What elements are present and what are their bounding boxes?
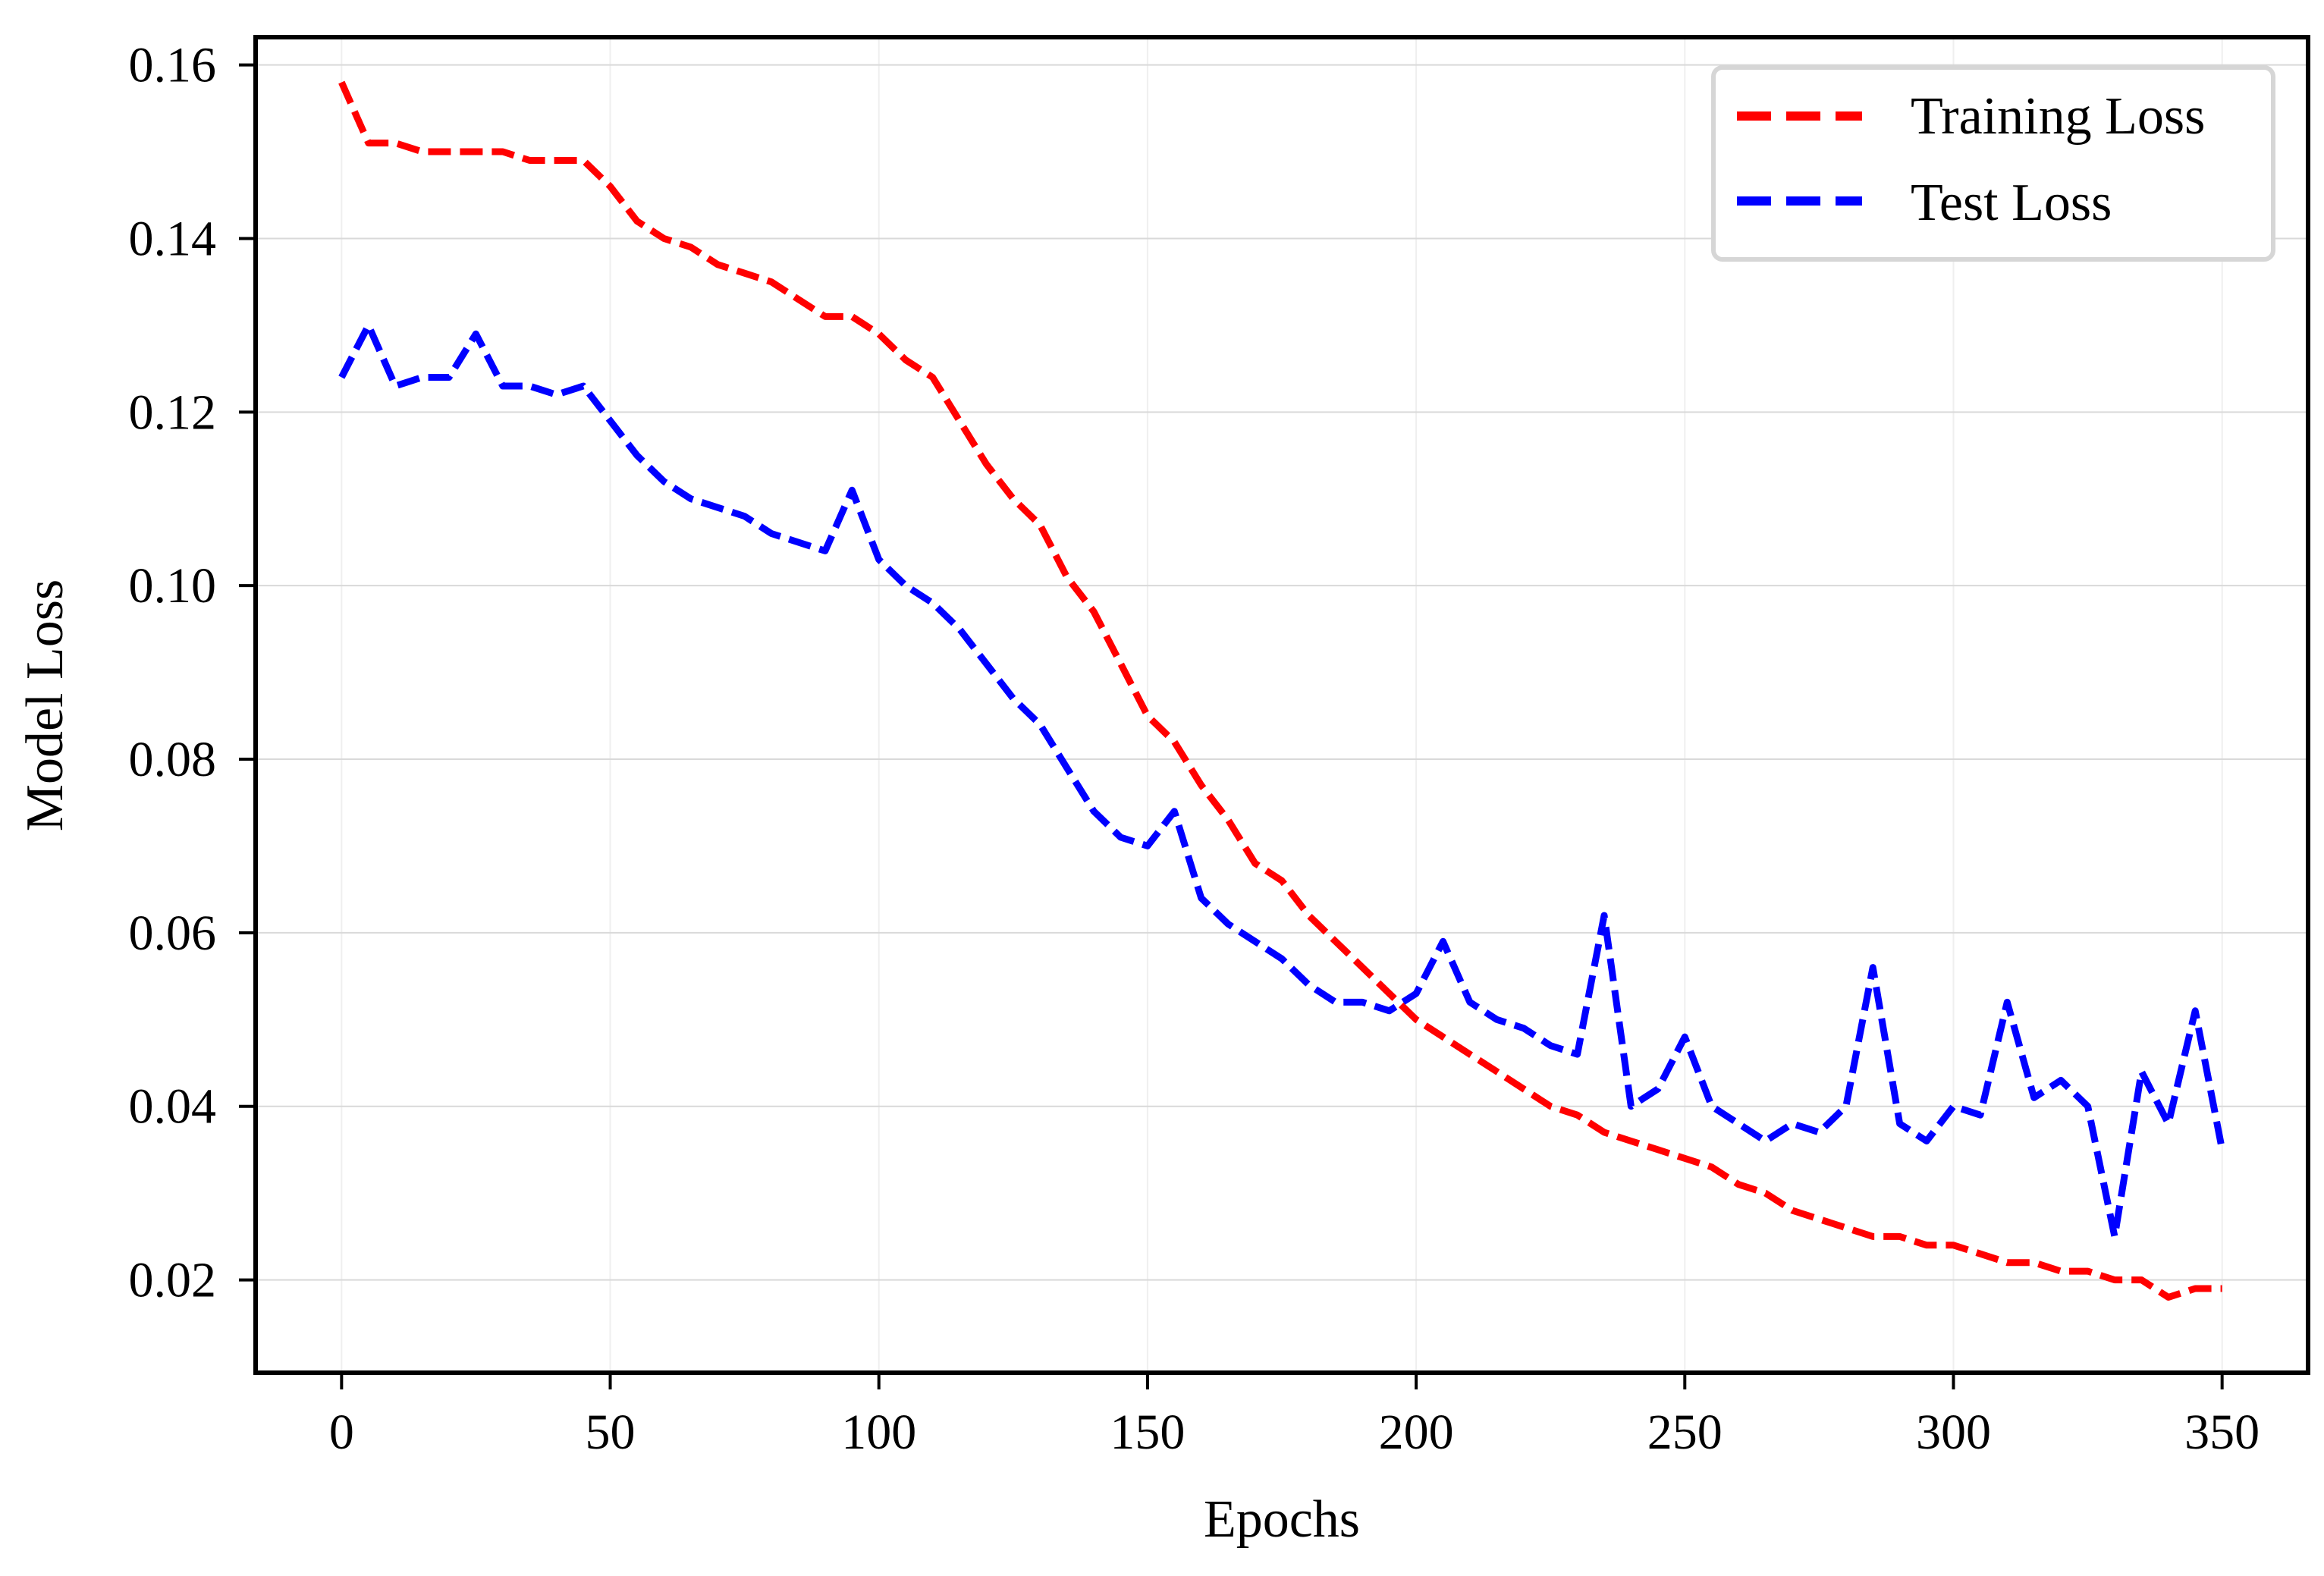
y-axis: 0.02 0.04 0.06 0.08 0.10 0.12 0.14 0.16 [129,38,256,1308]
x-axis-label: Epochs [1204,1490,1360,1549]
x-tick-label: 150 [1110,1405,1185,1460]
y-tick-label: 0.06 [129,906,217,961]
x-tick-label: 250 [1647,1405,1723,1460]
legend-label-test-loss: Test Loss [1911,174,2112,232]
grid-lines [256,37,2308,1373]
y-tick-label: 0.16 [129,38,217,93]
series-line-training-loss [338,80,2222,1301]
y-tick-label: 0.14 [129,211,217,266]
y-tick-label: 0.02 [129,1253,217,1308]
plot-frame [253,35,2310,1375]
series-lines [338,80,2226,1301]
x-tick-label: 0 [329,1405,354,1460]
y-tick-label: 0.04 [129,1079,217,1135]
y-tick-label: 0.12 [129,385,217,440]
x-tick-label: 200 [1379,1405,1454,1460]
x-tick-label: 100 [841,1405,916,1460]
x-tick-label: 350 [2184,1405,2260,1460]
y-axis-label: Model Loss [16,579,74,832]
x-tick-label: 50 [586,1405,636,1460]
y-tick-label: 0.08 [129,732,217,787]
legend-label-training-loss: Training Loss [1911,87,2205,146]
legend: Training Loss Test Loss [1711,65,2275,262]
y-tick-label: 0.10 [129,558,217,614]
x-tick-label: 300 [1916,1405,1991,1460]
series-line-test-loss [338,322,2226,1240]
x-axis: 0 50 100 150 200 250 300 350 [329,1373,2260,1460]
